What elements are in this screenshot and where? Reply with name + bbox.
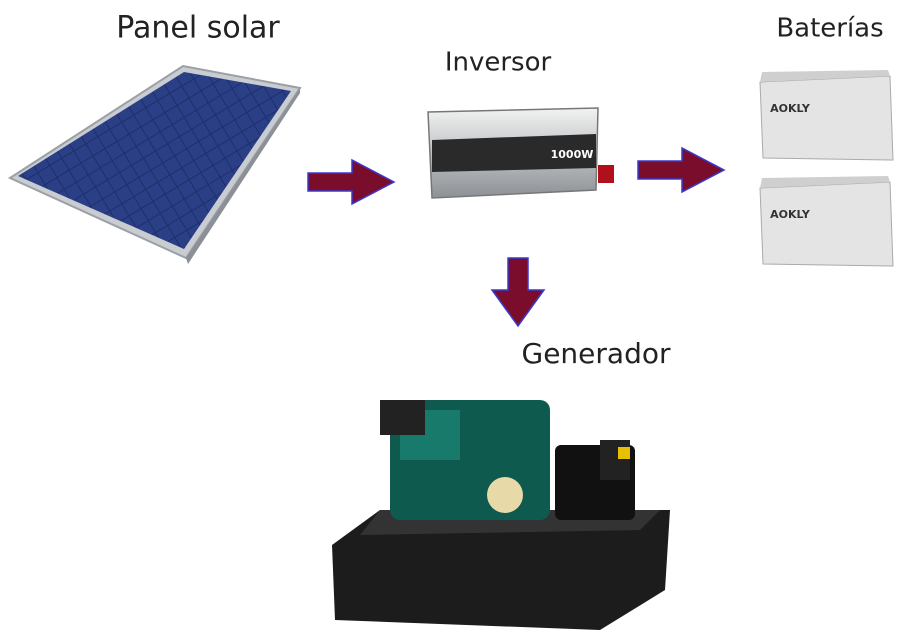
solar-panel-label: Panel solar xyxy=(116,11,280,46)
generator xyxy=(332,400,670,630)
battery: AOKLY xyxy=(760,70,893,160)
inverter: 1000W xyxy=(428,108,614,198)
battery-brand: AOKLY xyxy=(770,208,811,221)
inverter-label: Inversor xyxy=(445,48,552,78)
batteries-label: Baterías xyxy=(776,14,883,44)
battery: AOKLY xyxy=(760,176,893,266)
solar-panel xyxy=(10,66,300,264)
battery-brand: AOKLY xyxy=(770,102,811,115)
inverter-rating: 1000W xyxy=(551,148,594,161)
generator-label: Generador xyxy=(522,337,671,370)
diagram: Panel solar Inversor Baterías Generador … xyxy=(0,0,900,632)
arrow xyxy=(638,148,724,192)
arrow xyxy=(492,258,544,326)
arrow xyxy=(308,160,394,204)
